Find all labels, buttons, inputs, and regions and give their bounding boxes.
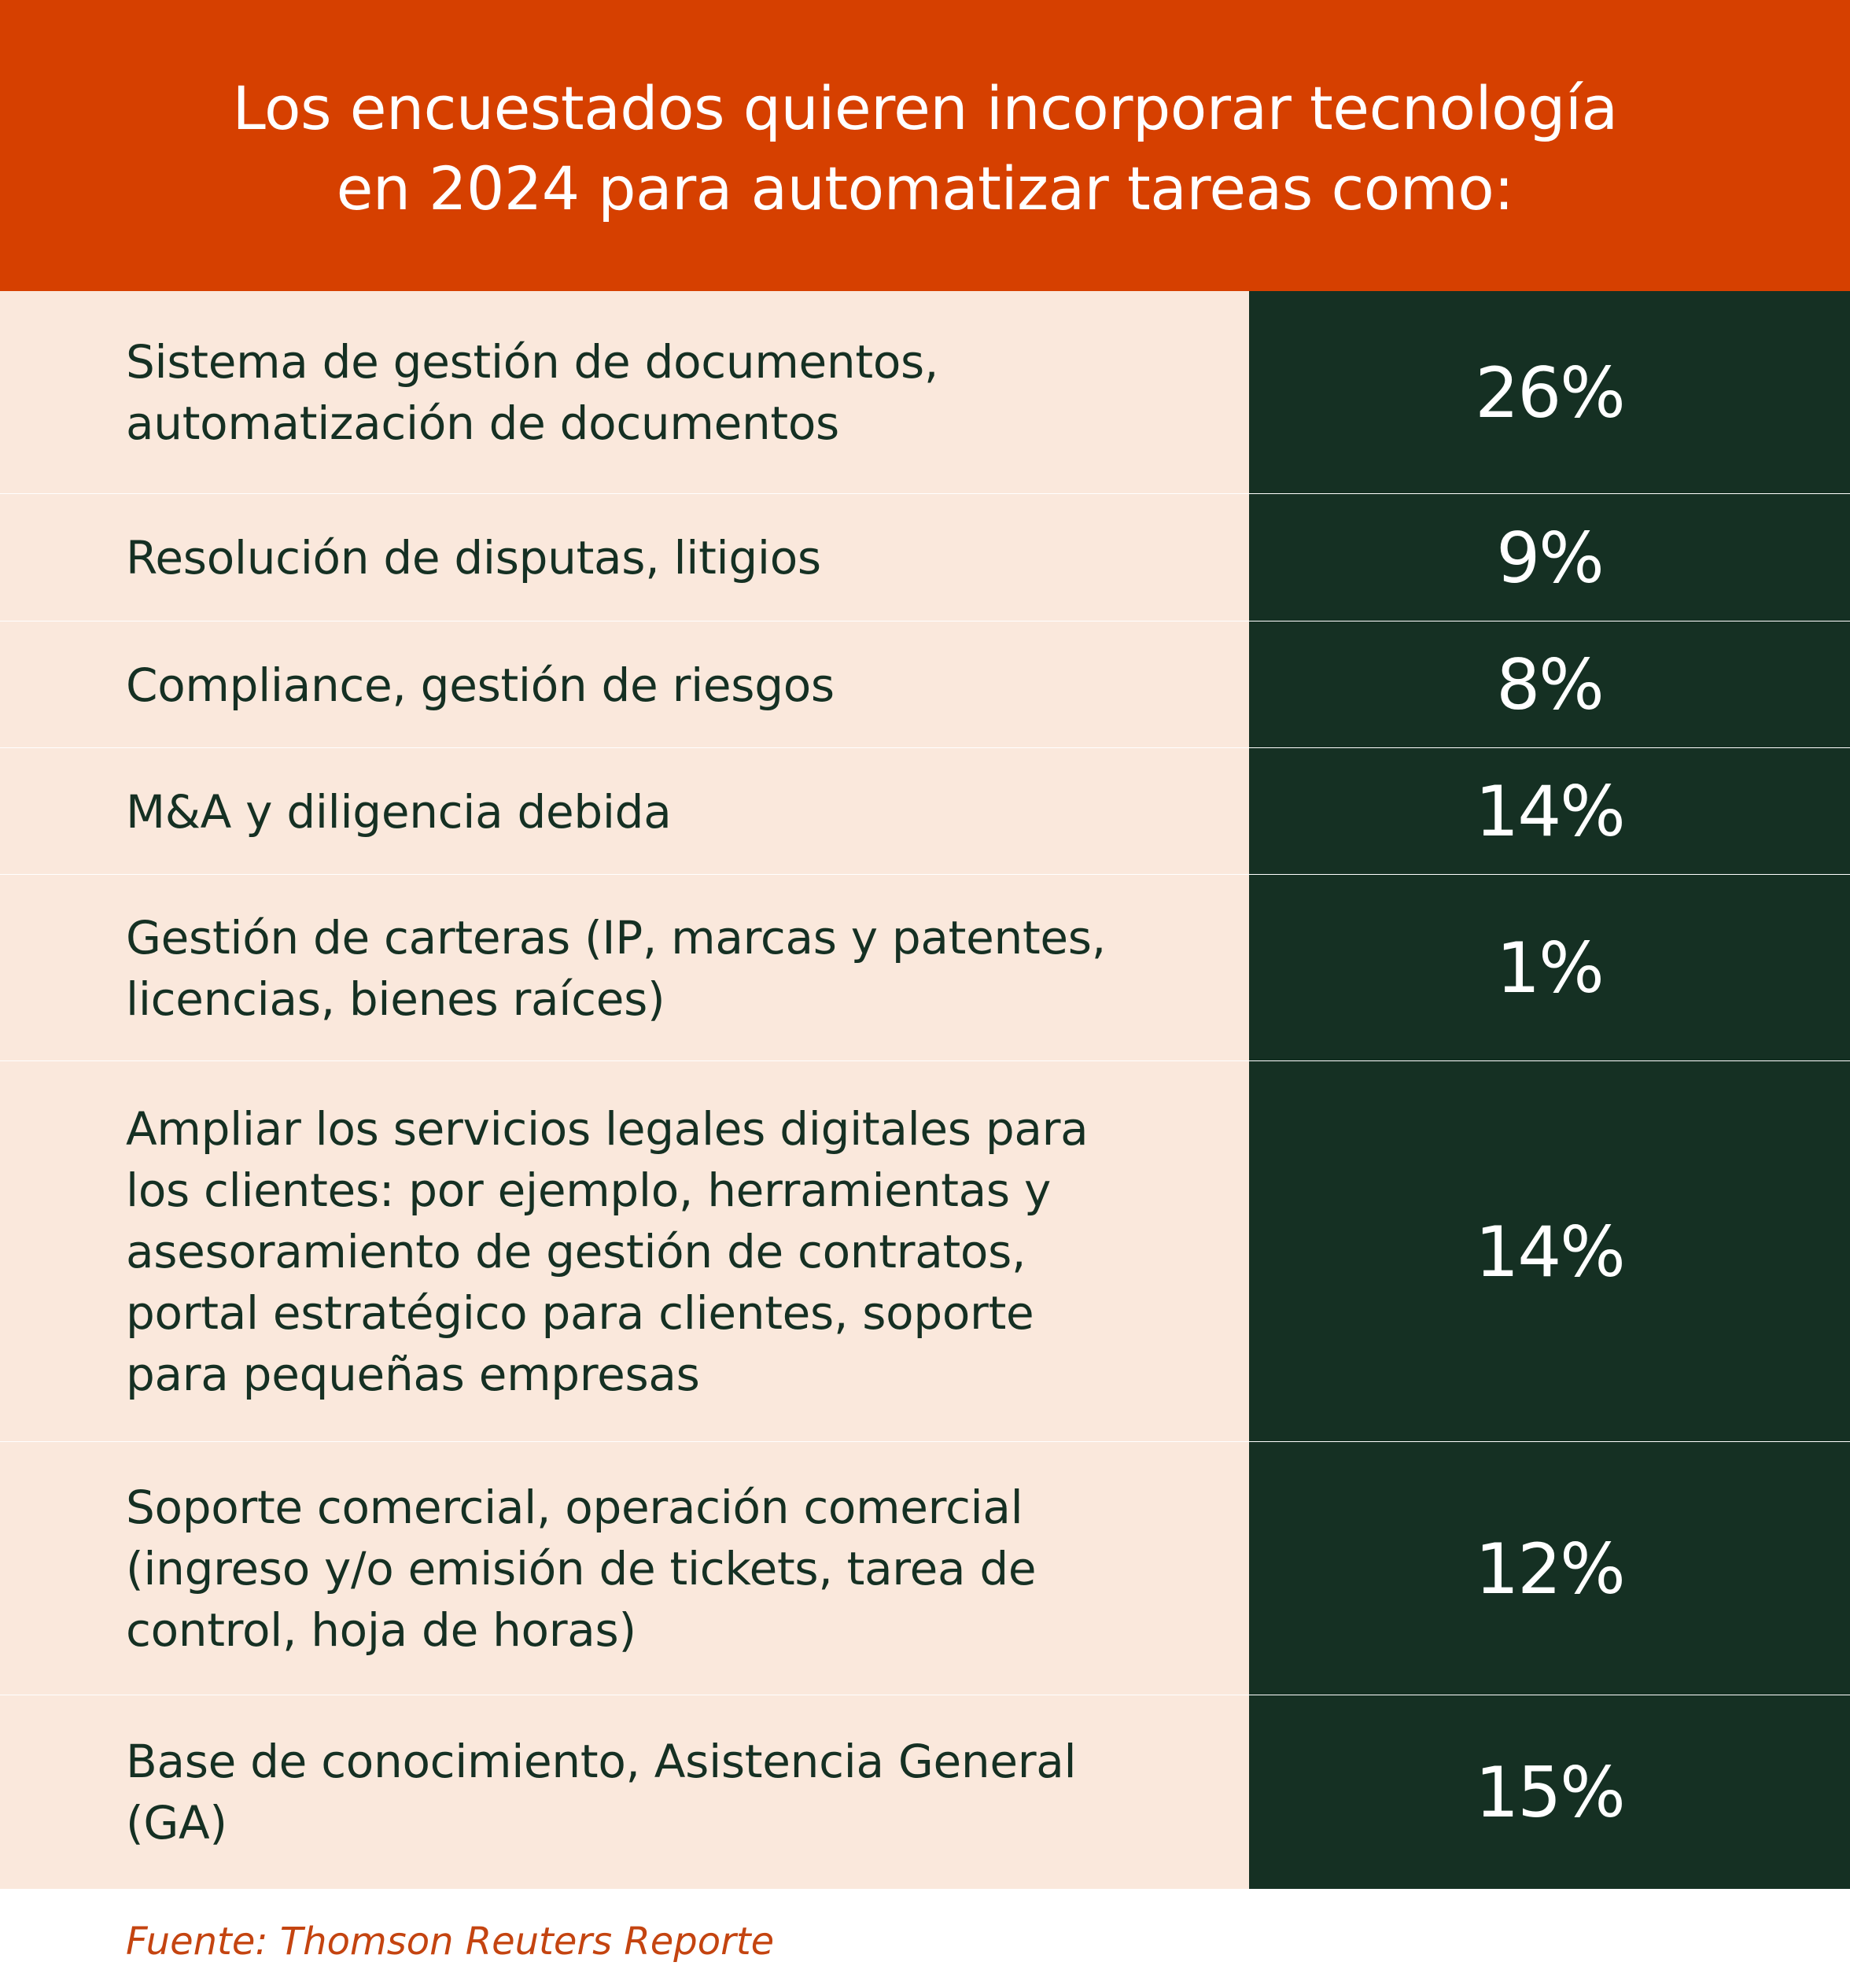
row-value-cell: 14% [1249, 748, 1850, 875]
row-value-cell: 12% [1249, 1442, 1850, 1695]
table-row: Soporte comercial, operación comercial (i… [0, 1442, 1850, 1695]
row-label: Base de conocimiento, Asistencia General… [0, 1695, 1249, 1889]
row-label-line: asesoramiento de gestión de contratos, [126, 1225, 1026, 1278]
row-label-line: Sistema de gestión de documentos, [126, 335, 939, 389]
row-value-cell: 26% [1249, 291, 1850, 494]
row-label-line: control, hoja de horas) [126, 1603, 636, 1657]
row-label: Ampliar los servicios legales digitales … [0, 1061, 1249, 1442]
table-row: Compliance, gestión de riesgos 8% [0, 621, 1850, 748]
row-value: 14% [1475, 771, 1626, 852]
table-row: Base de conocimiento, Asistencia General… [0, 1695, 1850, 1889]
table-row: Ampliar los servicios legales digitales … [0, 1061, 1850, 1442]
row-value: 8% [1496, 644, 1605, 725]
row-label-line: para pequeñas empresas [126, 1348, 700, 1401]
table-row: Resolución de disputas, litigios 9% [0, 494, 1850, 621]
row-value-cell: 8% [1249, 621, 1850, 748]
row-label-line: Base de conocimiento, Asistencia General [126, 1735, 1077, 1788]
row-value: 15% [1475, 1751, 1626, 1833]
table-row: Gestión de carteras (IP, marcas y patent… [0, 875, 1850, 1061]
table-row: M&A y diligencia debida 14% [0, 748, 1850, 875]
row-label-line: (ingreso y/o emisión de tickets, tarea d… [126, 1542, 1037, 1595]
row-label-line: portal estratégico para clientes, soport… [126, 1286, 1034, 1340]
row-value: 9% [1496, 517, 1605, 599]
row-value: 1% [1496, 928, 1605, 1009]
table-row: Sistema de gestión de documentos, automat… [0, 291, 1850, 494]
row-label-line: (GA) [126, 1796, 227, 1850]
row-label: Gestión de carteras (IP, marcas y patent… [0, 875, 1249, 1061]
row-label-line: los clientes: por ejemplo, herramientas … [126, 1164, 1051, 1217]
row-label-line: licencias, bienes raíces) [126, 972, 665, 1026]
row-label: Compliance, gestión de riesgos [0, 621, 1249, 748]
row-value-cell: 14% [1249, 1061, 1850, 1442]
source-note: Fuente: Thomson Reuters Reporte [126, 1920, 775, 1964]
row-value: 26% [1475, 352, 1626, 433]
row-label-line: Compliance, gestión de riesgos [126, 658, 835, 712]
row-label-line: Gestión de carteras (IP, marcas y patent… [126, 910, 1106, 964]
row-label: Sistema de gestión de documentos, automat… [0, 291, 1249, 494]
row-value: 14% [1475, 1211, 1626, 1293]
row-label-line: Resolución de disputas, litigios [126, 531, 821, 585]
row-value-cell: 15% [1249, 1695, 1850, 1889]
row-value-cell: 1% [1249, 875, 1850, 1061]
row-label: Soporte comercial, operación comercial (i… [0, 1442, 1249, 1695]
title-line-1: Los encuestados quieren incorporar tecno… [232, 73, 1618, 143]
row-label: M&A y diligencia debida [0, 748, 1249, 875]
row-label-line: Soporte comercial, operación comercial [126, 1481, 1023, 1534]
row-value: 12% [1475, 1528, 1626, 1610]
row-label-line: Ampliar los servicios legales digitales … [126, 1102, 1089, 1156]
row-label: Resolución de disputas, litigios [0, 494, 1249, 621]
title-line-2: en 2024 para automatizar tareas como: [336, 153, 1514, 223]
row-value-cell: 9% [1249, 494, 1850, 621]
row-label-line: automatización de documentos [126, 396, 839, 450]
row-label-line: M&A y diligencia debida [126, 784, 672, 839]
title-banner: Los encuestados quieren incorporar tecno… [0, 0, 1850, 291]
